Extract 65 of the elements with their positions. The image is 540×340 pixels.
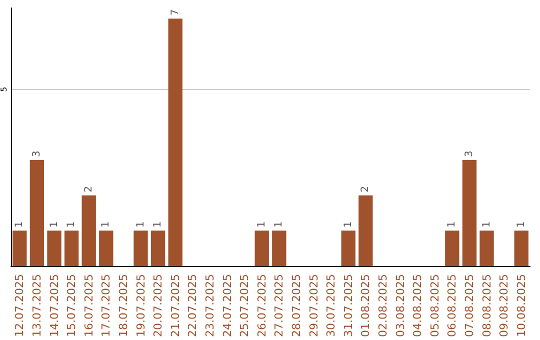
bar (358, 195, 373, 266)
x-tick-label: 12.07.2025 (13, 274, 26, 338)
x-tick-label: 02.08.2025 (376, 274, 390, 338)
data-label: 1 (66, 221, 78, 228)
x-tick-label: 23.07.2025 (203, 274, 216, 338)
x-tick-label: 09.08.2025 (498, 274, 511, 338)
x-tick-label: 18.07.2025 (116, 274, 130, 338)
data-label: 1 (135, 221, 146, 228)
x-tick-label: 06.08.2025 (446, 274, 459, 338)
x-tick-label: 28.07.2025 (290, 274, 303, 338)
data-label: 1 (481, 221, 492, 228)
x-tick-label: 03.08.2025 (394, 274, 407, 338)
bar (462, 160, 477, 266)
data-label: 3 (464, 150, 475, 157)
y-tick-label: 5 (0, 86, 8, 92)
data-label: 7 (170, 9, 181, 16)
x-tick-label: 30.07.2025 (324, 274, 338, 338)
x-tick-label: 31.07.2025 (342, 274, 355, 338)
x-tick-label: 04.08.2025 (411, 274, 424, 338)
bar (168, 18, 182, 266)
data-label: 1 (48, 221, 60, 228)
bar (272, 230, 286, 266)
x-tick-label: 21.07.2025 (168, 274, 182, 338)
x-tick-label: 10.08.2025 (514, 274, 528, 338)
x-tick-label: 01.08.2025 (359, 274, 372, 338)
data-label: 1 (274, 221, 285, 228)
x-tick-label: 17.07.2025 (100, 274, 113, 338)
data-label: 1 (256, 221, 268, 228)
x-tick-label: 24.07.2025 (220, 274, 234, 338)
x-tick-label: 13.07.2025 (30, 274, 44, 338)
bar (82, 195, 96, 266)
x-tick-label: 08.08.2025 (480, 274, 494, 338)
data-label: 1 (152, 221, 164, 228)
x-tick-label: 05.08.2025 (428, 274, 442, 338)
x-tick-label: 26.07.2025 (255, 274, 268, 338)
data-label: 1 (446, 221, 458, 228)
x-tick-label: 14.07.2025 (48, 274, 61, 338)
bar (134, 230, 148, 266)
x-tick-label: 27.07.2025 (272, 274, 286, 338)
bar (150, 230, 166, 266)
x-tick-label: 20.07.2025 (152, 274, 165, 338)
x-tick-label: 16.07.2025 (82, 274, 96, 338)
bar (99, 230, 114, 266)
data-label: 1 (100, 221, 112, 228)
data-label: 1 (516, 221, 527, 228)
bar (30, 160, 44, 266)
bar (445, 230, 460, 266)
bar (480, 230, 494, 266)
data-label: 3 (31, 150, 42, 157)
bar (64, 230, 79, 266)
bar (514, 230, 528, 266)
x-tick-label: 15.07.2025 (65, 274, 78, 338)
bar (47, 230, 62, 266)
x-tick-label: 19.07.2025 (134, 274, 148, 338)
bar (341, 230, 356, 266)
x-tick-label: 25.07.2025 (238, 274, 252, 338)
x-tick-label: 07.08.2025 (462, 274, 476, 338)
data-label: 2 (83, 186, 94, 192)
x-tick-label: 22.07.2025 (186, 274, 200, 338)
bar (254, 230, 269, 266)
data-label: 1 (14, 221, 26, 228)
data-label: 2 (360, 186, 372, 192)
bar (12, 230, 27, 266)
x-tick-label: 29.07.2025 (307, 274, 320, 338)
data-label: 1 (342, 221, 354, 228)
